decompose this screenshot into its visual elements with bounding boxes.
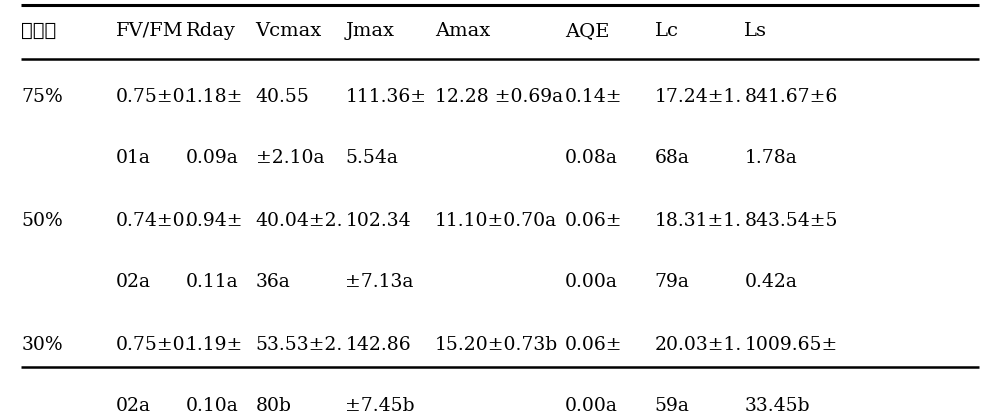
Text: 02a: 02a (116, 273, 151, 291)
Text: 0.14±: 0.14± (565, 88, 622, 106)
Text: 遮光度: 遮光度 (21, 22, 57, 40)
Text: Rday: Rday (186, 22, 236, 40)
Text: 18.31±1.: 18.31±1. (655, 212, 742, 230)
Text: Jmax: Jmax (345, 22, 394, 40)
Text: 0.75±0.: 0.75±0. (116, 336, 192, 354)
Text: 1.78a: 1.78a (744, 149, 797, 167)
Text: 1.19±: 1.19± (186, 336, 243, 354)
Text: 0.11a: 0.11a (186, 273, 238, 291)
Text: Ls: Ls (744, 22, 767, 40)
Text: 0.75±0.: 0.75±0. (116, 88, 192, 106)
Text: FV/FM: FV/FM (116, 22, 184, 40)
Text: 841.67±6: 841.67±6 (744, 88, 838, 106)
Text: 102.34: 102.34 (345, 212, 411, 230)
Text: 843.54±5: 843.54±5 (744, 212, 838, 230)
Text: 0.42a: 0.42a (744, 273, 797, 291)
Text: 0.00a: 0.00a (565, 397, 618, 411)
Text: 80b: 80b (256, 397, 292, 411)
Text: 50%: 50% (21, 212, 63, 230)
Text: 36a: 36a (256, 273, 290, 291)
Text: 0.74±0.: 0.74±0. (116, 212, 192, 230)
Text: 5.54a: 5.54a (345, 149, 398, 167)
Text: 111.36±: 111.36± (345, 88, 426, 106)
Text: 1.18±: 1.18± (186, 88, 243, 106)
Text: 17.24±1.: 17.24±1. (655, 88, 742, 106)
Text: 11.10±0.70a: 11.10±0.70a (435, 212, 557, 230)
Text: ±7.13a: ±7.13a (345, 273, 414, 291)
Text: 53.53±2.: 53.53±2. (256, 336, 343, 354)
Text: 68a: 68a (655, 149, 689, 167)
Text: 79a: 79a (655, 273, 689, 291)
Text: 15.20±0.73b: 15.20±0.73b (435, 336, 558, 354)
Text: 20.03±1.: 20.03±1. (655, 336, 742, 354)
Text: 0.09a: 0.09a (186, 149, 239, 167)
Text: Vcmax: Vcmax (256, 22, 322, 40)
Text: Lc: Lc (655, 22, 679, 40)
Text: 142.86: 142.86 (345, 336, 411, 354)
Text: 12.28 ±0.69a: 12.28 ±0.69a (435, 88, 563, 106)
Text: 0.06±: 0.06± (565, 212, 622, 230)
Text: AQE: AQE (565, 22, 609, 40)
Text: 0.10a: 0.10a (186, 397, 239, 411)
Text: 0.08a: 0.08a (565, 149, 618, 167)
Text: Amax: Amax (435, 22, 490, 40)
Text: 1009.65±: 1009.65± (744, 336, 838, 354)
Text: 33.45b: 33.45b (744, 397, 810, 411)
Text: 0.94±: 0.94± (186, 212, 243, 230)
Text: ±2.10a: ±2.10a (256, 149, 324, 167)
Text: 01a: 01a (116, 149, 151, 167)
Text: 40.04±2.: 40.04±2. (256, 212, 343, 230)
Text: 59a: 59a (655, 397, 689, 411)
Text: 40.55: 40.55 (256, 88, 310, 106)
Text: 0.00a: 0.00a (565, 273, 618, 291)
Text: 02a: 02a (116, 397, 151, 411)
Text: 0.06±: 0.06± (565, 336, 622, 354)
Text: 75%: 75% (21, 88, 63, 106)
Text: 30%: 30% (21, 336, 63, 354)
Text: ±7.45b: ±7.45b (345, 397, 415, 411)
